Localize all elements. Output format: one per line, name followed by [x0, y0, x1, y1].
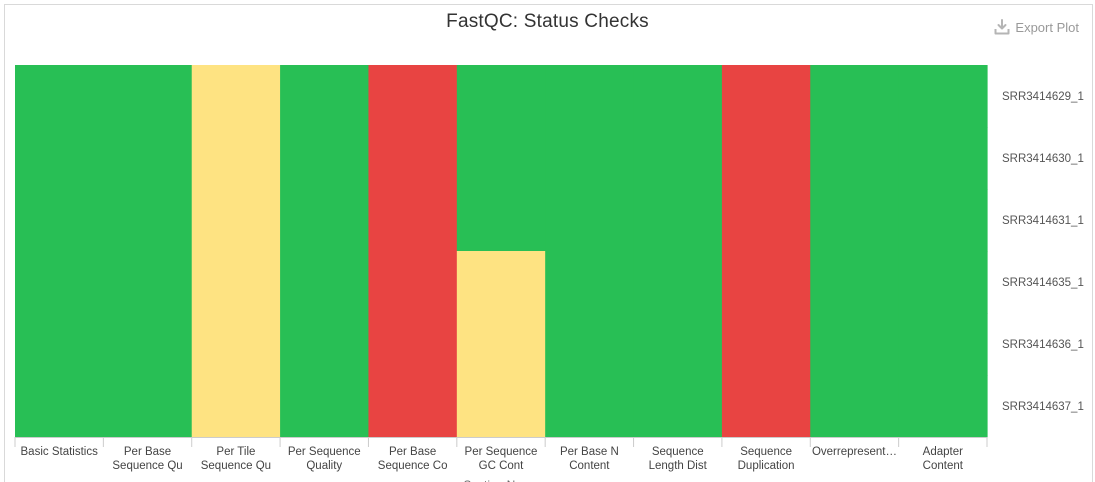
x-tick-label: Per Base Sequence Co — [378, 446, 448, 472]
heatmap-cell[interactable] — [810, 65, 900, 128]
x-tick-label: Overrepresent… — [812, 446, 897, 458]
heatmap-cell[interactable] — [280, 251, 370, 314]
heatmap-cell[interactable] — [368, 375, 458, 438]
chart-title: FastQC: Status Checks — [446, 11, 649, 32]
heatmap-cell[interactable] — [368, 65, 458, 128]
heatmap-cell[interactable] — [898, 65, 988, 128]
heatmap-cell[interactable] — [721, 189, 811, 252]
heatmap-cell[interactable] — [810, 127, 900, 190]
heatmap-cell[interactable] — [280, 313, 370, 376]
y-tick-label: SRR3414629_1 — [1002, 91, 1084, 103]
heatmap-cell[interactable] — [721, 375, 811, 438]
heatmap-cell[interactable] — [898, 127, 988, 190]
heatmap-cell[interactable] — [280, 375, 370, 438]
heatmap-cell[interactable] — [103, 65, 193, 128]
x-axis-title: Section Name — [463, 478, 539, 482]
x-tick-label: Sequence Length Dist — [649, 446, 708, 472]
heatmap-cell[interactable] — [633, 251, 723, 314]
heatmap-cell[interactable] — [103, 375, 193, 438]
heatmap-cell[interactable] — [898, 189, 988, 252]
heatmap-cell[interactable] — [633, 189, 723, 252]
heatmap-cell[interactable] — [368, 127, 458, 190]
x-tick-label: Per Base Sequence Qu — [112, 446, 182, 472]
heatmap-cell[interactable] — [721, 313, 811, 376]
heatmap-cell[interactable] — [191, 251, 281, 314]
heatmap-cell[interactable] — [633, 313, 723, 376]
heatmap-cell[interactable] — [456, 65, 546, 128]
heatmap-cell[interactable] — [898, 375, 988, 438]
heatmap-cell[interactable] — [898, 313, 988, 376]
heatmap-cell[interactable] — [191, 313, 281, 376]
x-tick-label: Basic Statistics — [21, 446, 99, 458]
heatmap-cell[interactable] — [633, 127, 723, 190]
heatmap-cell[interactable] — [810, 189, 900, 252]
heatmap-cell[interactable] — [191, 189, 281, 252]
y-tick-label: SRR3414630_1 — [1002, 153, 1084, 165]
heatmap-cell[interactable] — [103, 189, 193, 252]
heatmap-cell[interactable] — [15, 375, 104, 438]
heatmap-cell[interactable] — [721, 127, 811, 190]
y-tick-label: SRR3414631_1 — [1002, 215, 1084, 227]
heatmap-cell[interactable] — [721, 251, 811, 314]
x-tick-label: Per Sequence Quality — [288, 446, 361, 472]
heatmap-cell[interactable] — [15, 251, 104, 314]
heatmap-cell[interactable] — [545, 189, 635, 252]
heatmap-cell[interactable] — [103, 313, 193, 376]
heatmap-cell[interactable] — [15, 65, 104, 128]
heatmap-cell[interactable] — [545, 251, 635, 314]
heatmap-cell[interactable] — [15, 189, 104, 252]
heatmap-cell[interactable] — [456, 375, 546, 438]
y-tick-label: SRR3414636_1 — [1002, 339, 1084, 351]
heatmap-cell[interactable] — [545, 375, 635, 438]
heatmap-cell[interactable] — [280, 189, 370, 252]
heatmap-cell[interactable] — [103, 251, 193, 314]
heatmap-cell[interactable] — [456, 251, 546, 314]
heatmap-cell[interactable] — [368, 251, 458, 314]
y-tick-label: SRR3414635_1 — [1002, 277, 1084, 289]
heatmap-cell[interactable] — [898, 251, 988, 314]
heatmap-cell[interactable] — [15, 313, 104, 376]
y-tick-label: SRR3414637_1 — [1002, 401, 1084, 413]
export-plot-button[interactable]: Export Plot — [994, 19, 1079, 35]
x-tick-label: Per Tile Sequence Qu — [201, 446, 271, 472]
heatmap-cell[interactable] — [633, 375, 723, 438]
download-icon — [994, 19, 1010, 35]
heatmap-cell[interactable] — [368, 189, 458, 252]
heatmap-cell[interactable] — [545, 127, 635, 190]
heatmap-cell[interactable] — [280, 127, 370, 190]
heatmap-cell[interactable] — [545, 65, 635, 128]
x-tick-label: Per Base N Content — [560, 446, 619, 472]
x-tick-label: Sequence Duplication — [738, 446, 795, 472]
heatmap-cell[interactable] — [103, 127, 193, 190]
heatmap-cell[interactable] — [456, 313, 546, 376]
heatmap-cell[interactable] — [810, 313, 900, 376]
heatmap-cell[interactable] — [368, 313, 458, 376]
heatmap-cell[interactable] — [15, 127, 104, 190]
heatmap-cell[interactable] — [191, 65, 281, 128]
heatmap-cell[interactable] — [545, 313, 635, 376]
heatmap-cell[interactable] — [633, 65, 723, 128]
heatmap-cell[interactable] — [721, 65, 811, 128]
heatmap-cell[interactable] — [280, 65, 370, 128]
heatmap-cell[interactable] — [456, 189, 546, 252]
heatmap-cell[interactable] — [191, 375, 281, 438]
heatmap-cell[interactable] — [191, 127, 281, 190]
x-tick-label: Adapter Content — [923, 446, 964, 472]
heatmap-cell[interactable] — [456, 127, 546, 190]
heatmap-cell[interactable] — [810, 375, 900, 438]
export-plot-label: Export Plot — [1015, 19, 1079, 35]
x-tick-label: Per Sequence GC Cont — [465, 446, 538, 472]
heatmap-cell[interactable] — [810, 251, 900, 314]
